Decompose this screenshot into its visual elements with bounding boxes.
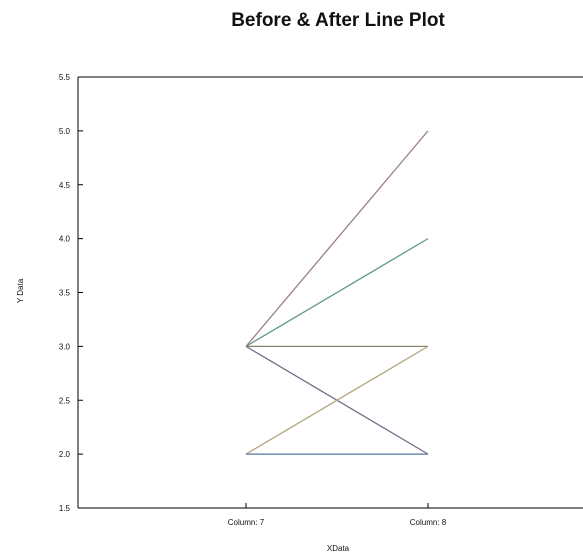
x-axis-label: XData [327, 544, 350, 553]
x-tick-label: Column: 7 [228, 518, 265, 527]
series-line-2 [245, 238, 429, 347]
y-tick-label: 2.5 [59, 396, 71, 405]
x-tick-label: Column: 8 [410, 518, 447, 527]
series-line-5 [245, 345, 429, 455]
y-tick-label: 3.5 [59, 289, 71, 298]
y-axis-label: Y Data [16, 278, 25, 303]
y-tick-label: 1.5 [59, 504, 71, 513]
y-tick-label: 3.0 [59, 342, 71, 351]
y-tick-label: 2.0 [59, 450, 71, 459]
series-line-1 [245, 130, 429, 347]
y-tick-label: 5.0 [59, 127, 71, 136]
chart-title: Before & After Line Plot [231, 10, 445, 31]
plot-area: 1.5 2.0 2.5 3.0 3.5 4.0 4.5 5.0 5.5 Column: 7 Colu… [59, 73, 583, 527]
y-tick-label: 4.5 [59, 181, 71, 190]
y-tick-label: 5.5 [59, 73, 71, 82]
y-tick-label: 4.0 [59, 235, 71, 244]
